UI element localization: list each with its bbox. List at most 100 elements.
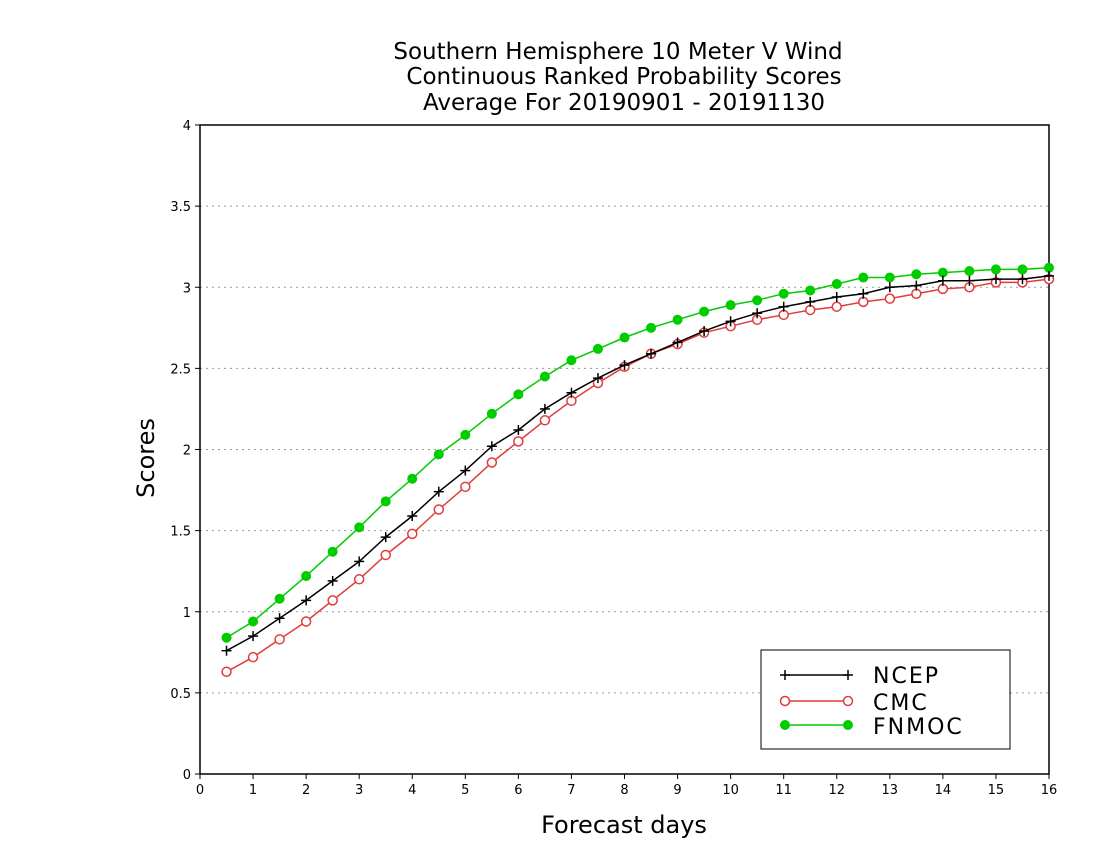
point-fnmoc	[1017, 264, 1028, 275]
y-tick-label: 3.5	[170, 200, 191, 215]
point-ncep	[221, 645, 232, 656]
y-tick-label: 2	[183, 444, 191, 459]
point-ncep	[274, 613, 285, 624]
point-ncep	[566, 387, 577, 398]
point-fnmoc	[539, 371, 550, 382]
point-fnmoc	[646, 322, 657, 333]
x-tick-label: 16	[1041, 783, 1058, 798]
point-ncep	[248, 631, 259, 642]
x-tick-label: 15	[988, 783, 1005, 798]
point-fnmoc	[592, 343, 603, 354]
point-ncep	[990, 274, 1001, 285]
legend-label-ncep: NCEP	[873, 664, 940, 689]
point-ncep	[354, 556, 365, 567]
point-cmc	[380, 549, 391, 561]
point-ncep	[937, 275, 948, 286]
x-tick-label: 0	[196, 783, 204, 798]
point-cmc	[513, 436, 524, 447]
point-cmc	[407, 528, 418, 540]
y-axis: 0 0.5 1 1.5 2 2.5 3 3.5 4	[170, 119, 200, 783]
x-tick-label: 13	[882, 783, 899, 798]
y-axis-title: Scores	[132, 418, 160, 498]
title-line-2: Continuous Ranked Probability Scores	[406, 64, 841, 90]
point-cmc	[274, 634, 285, 645]
point-fnmoc	[407, 473, 418, 484]
point-cmc	[831, 301, 842, 312]
x-tick-label: 6	[514, 783, 522, 798]
point-ncep	[327, 575, 338, 586]
y-tick-label: 0.5	[170, 687, 191, 702]
point-fnmoc	[513, 389, 524, 400]
x-axis-title: Forecast days	[541, 811, 707, 839]
x-tick-label: 4	[408, 783, 416, 798]
point-ncep	[672, 337, 683, 348]
point-ncep	[592, 373, 603, 384]
point-ncep	[778, 301, 789, 312]
series-fnmoc	[221, 262, 1054, 643]
point-cmc	[433, 504, 445, 515]
point-ncep	[884, 282, 895, 293]
point-ncep	[752, 308, 763, 319]
point-ncep	[1044, 270, 1054, 281]
series-line-fnmoc	[226, 267, 1050, 639]
y-tick-label: 4	[183, 119, 191, 134]
point-fnmoc	[274, 593, 285, 604]
point-ncep	[725, 316, 736, 327]
point-fnmoc	[725, 300, 736, 311]
point-ncep	[646, 348, 657, 359]
legend-swatch-fnmoc	[780, 720, 853, 730]
legend: NCEP CMC FNMOC	[760, 649, 1011, 750]
point-cmc	[221, 666, 232, 678]
y-tick-label: 0	[183, 768, 191, 783]
legend-swatch-ncep	[780, 670, 853, 680]
x-tick-label: 10	[722, 783, 739, 798]
point-fnmoc	[301, 571, 312, 582]
legend-marker-end-cmc	[842, 695, 854, 707]
x-axis: 0 1 2 3 4 5 6 7 8 9 10 11 12 13 14 15 16	[196, 774, 1057, 798]
point-fnmoc	[248, 616, 259, 627]
point-ncep	[1017, 274, 1028, 285]
y-tick-label: 1	[183, 606, 191, 621]
point-ncep	[964, 275, 975, 286]
x-tick-label: 7	[567, 783, 575, 798]
series-cmc	[221, 273, 1055, 678]
point-ncep	[301, 595, 312, 606]
point-cmc	[300, 616, 312, 627]
point-ncep	[433, 486, 444, 497]
point-ncep	[460, 465, 471, 476]
x-tick-label: 8	[620, 783, 628, 798]
chart-title: Southern Hemisphere 10 Meter V Wind Cont…	[393, 39, 842, 116]
x-tick-label: 1	[249, 783, 257, 798]
point-ncep	[486, 441, 497, 452]
point-ncep	[539, 403, 550, 414]
point-cmc	[327, 595, 338, 606]
point-fnmoc	[460, 429, 471, 440]
legend-box	[760, 649, 1011, 750]
legend-label-cmc: CMC	[873, 691, 929, 716]
point-cmc	[460, 481, 471, 493]
point-ncep	[911, 280, 922, 291]
legend-marker-end-fnmoc	[843, 720, 853, 730]
point-fnmoc	[831, 279, 842, 290]
legend-marker-start-cmc	[779, 695, 791, 707]
point-ncep	[858, 288, 869, 299]
title-line-1: Southern Hemisphere 10 Meter V Wind	[393, 39, 842, 65]
point-ncep	[380, 532, 391, 543]
legend-items: NCEP CMC FNMOC	[779, 664, 962, 740]
point-ncep	[513, 425, 524, 436]
point-fnmoc	[699, 306, 710, 317]
title-line-3: Average For 20190901 - 20191130	[423, 90, 825, 116]
x-tick-label: 11	[775, 783, 792, 798]
y-tick-label: 2.5	[170, 362, 191, 377]
x-tick-label: 2	[302, 783, 310, 798]
point-fnmoc	[566, 355, 577, 366]
series-layer	[221, 262, 1055, 678]
point-cmc	[486, 457, 498, 468]
point-ncep	[699, 326, 710, 337]
y-tick-label: 1.5	[170, 525, 191, 540]
point-ncep	[407, 511, 418, 522]
y-tick-label: 3	[183, 281, 191, 296]
point-cmc	[884, 293, 896, 304]
